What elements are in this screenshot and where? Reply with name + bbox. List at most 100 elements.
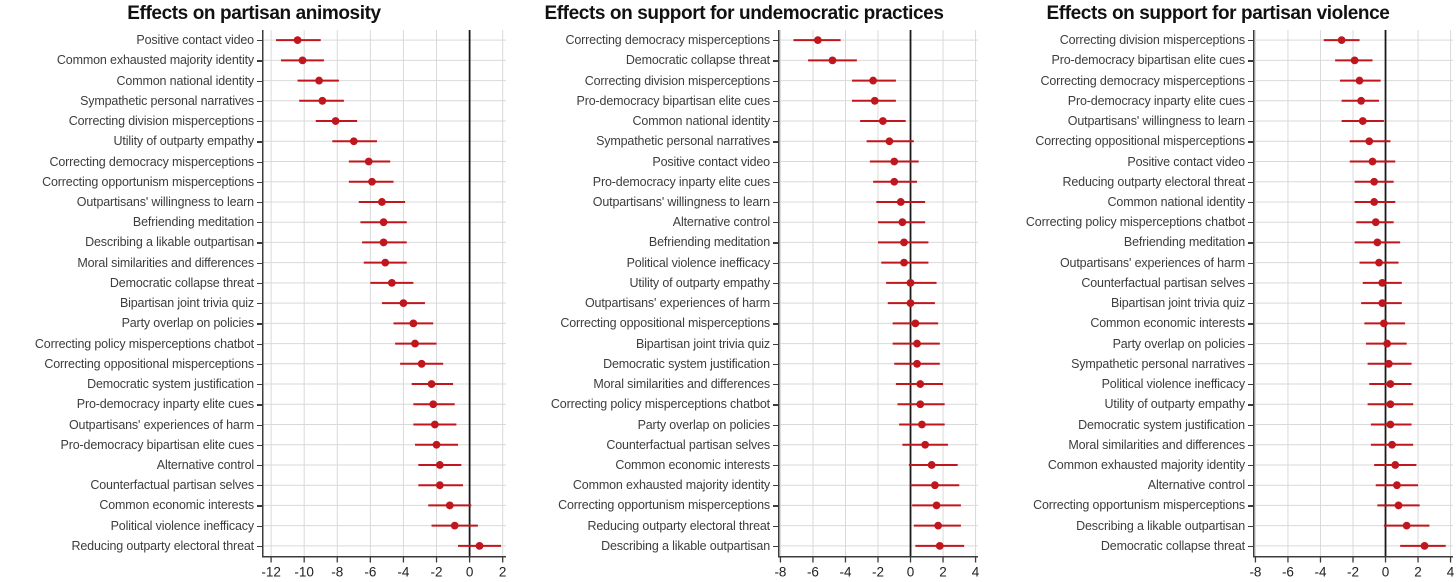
y-axis-tick <box>773 525 778 527</box>
category-label: Sympathetic personal narratives <box>596 134 770 149</box>
forest-row <box>299 96 344 105</box>
point-dot <box>1357 96 1366 105</box>
point-dot <box>1384 359 1393 368</box>
y-axis-tick <box>257 80 262 82</box>
category-label: Alternative control <box>156 457 254 472</box>
category-label: Reducing outparty electoral threat <box>71 538 254 553</box>
category-label: Pro-democracy inparty elite cues <box>1067 93 1245 108</box>
forest-row <box>902 440 948 449</box>
forest-row <box>1354 177 1394 186</box>
x-tick-label: -12 <box>261 565 281 580</box>
forest-row <box>431 521 478 530</box>
category-label: Positive contact video <box>1127 154 1245 169</box>
point-dot <box>1386 400 1395 409</box>
forest-row <box>851 76 896 85</box>
category-label: Pro-democracy bipartisan elite cues <box>576 93 771 108</box>
category-label: Outpartisans' experiences of harm <box>584 296 770 311</box>
category-label: Bipartisan joint trivia quiz <box>635 336 770 351</box>
forest-row <box>360 218 407 227</box>
category-label: Correcting democracy misperceptions <box>1040 73 1245 88</box>
y-axis-tick <box>1248 40 1253 42</box>
y-axis-tick <box>257 404 262 406</box>
forest-row <box>1377 501 1420 510</box>
point-dot <box>318 96 327 105</box>
forest-row <box>348 177 394 186</box>
category-label-column: Correcting democracy misperceptions Democ… <box>508 30 778 556</box>
forest-row <box>370 278 414 287</box>
point-dot <box>918 420 926 429</box>
forest-row <box>276 36 321 45</box>
y-axis-tick <box>773 100 778 103</box>
forest-row <box>1375 481 1419 490</box>
category-label: Pro-democracy inparty elite cues <box>592 174 770 189</box>
category-label: Correcting opportunism misperceptions <box>558 498 770 513</box>
x-tick-label: 2 <box>499 565 507 580</box>
panel-title-partisan-animosity: Effects on partisan animosity <box>127 3 381 24</box>
forest-row <box>1341 117 1384 125</box>
point-dot <box>435 481 444 490</box>
point-dot <box>387 278 396 287</box>
forest-row <box>912 501 961 510</box>
y-axis-tick <box>1248 60 1253 62</box>
x-tick-label: 0 <box>1382 565 1390 580</box>
point-dot <box>381 258 390 267</box>
plot-area: -12 -10 -8 -6 -4 -2 0 2 <box>261 30 507 580</box>
y-axis-tick <box>773 141 778 143</box>
category-label: Befriending meditation <box>132 215 254 230</box>
point-dot <box>828 56 837 65</box>
y-axis-tick <box>1248 384 1253 386</box>
forest-row <box>793 36 841 45</box>
forest-row <box>895 380 944 388</box>
plot-area: -8 -6 -4 -2 0 2 4 <box>1249 30 1455 580</box>
forest-row <box>887 299 935 308</box>
forest-chart-partisan-violence: Correcting division misperceptions Pro-de… <box>980 30 1456 582</box>
point-dot <box>417 359 426 368</box>
forest-row <box>393 319 434 328</box>
point-dot <box>900 258 908 267</box>
category-label: Utility of outparty empathy <box>113 134 255 149</box>
category-label: Pro-democracy inparty elite cues <box>76 397 254 412</box>
forest-row <box>878 218 926 227</box>
point-dot <box>813 36 822 45</box>
y-axis-tick <box>257 505 262 507</box>
y-axis-tick <box>1248 363 1253 366</box>
category-label: Correcting policy misperceptions chatbot <box>550 397 770 412</box>
forest-row <box>866 137 914 146</box>
category-label: Counterfactual partisan selves <box>1081 275 1245 290</box>
forest-row <box>348 157 391 166</box>
category-label: Correcting division misperceptions <box>1059 33 1245 48</box>
category-label: Common exhausted majority identity <box>56 53 254 68</box>
point-dot <box>1370 177 1379 186</box>
x-tick-label: -4 <box>839 565 851 580</box>
point-dot <box>913 359 921 368</box>
y-axis-tick <box>773 121 778 123</box>
y-axis-tick <box>257 384 262 386</box>
y-axis-tick <box>257 262 262 264</box>
category-label: Party overlap on policies <box>1112 336 1246 351</box>
forest-row <box>381 299 425 308</box>
point-dot <box>1394 501 1403 510</box>
category-label: Common national identity <box>632 114 771 129</box>
point-dot <box>379 238 388 247</box>
point-dot <box>1370 198 1379 206</box>
category-label: Positive contact video <box>652 154 770 169</box>
y-axis-tick <box>1248 80 1253 82</box>
category-label: Correcting democracy misperceptions <box>565 33 770 48</box>
category-label: Moral similarities and differences <box>1068 437 1245 452</box>
category-label: Democratic collapse threat <box>109 275 254 290</box>
point-dot <box>906 299 915 308</box>
x-tick-label: -8 <box>331 565 343 580</box>
point-dot <box>1402 521 1411 530</box>
forest-row <box>851 96 896 105</box>
x-tick-label: 0 <box>907 565 915 580</box>
forest-row <box>1323 36 1360 45</box>
y-axis-tick <box>257 201 262 204</box>
x-tick-label: -8 <box>1249 565 1261 580</box>
y-axis-tick <box>257 464 262 467</box>
category-label: Correcting opportunism misperceptions <box>1033 498 1245 513</box>
forest-row <box>876 198 926 206</box>
forest-row <box>913 521 961 530</box>
forest-row <box>413 420 457 429</box>
point-dot <box>368 177 376 186</box>
y-axis-tick <box>773 404 778 406</box>
